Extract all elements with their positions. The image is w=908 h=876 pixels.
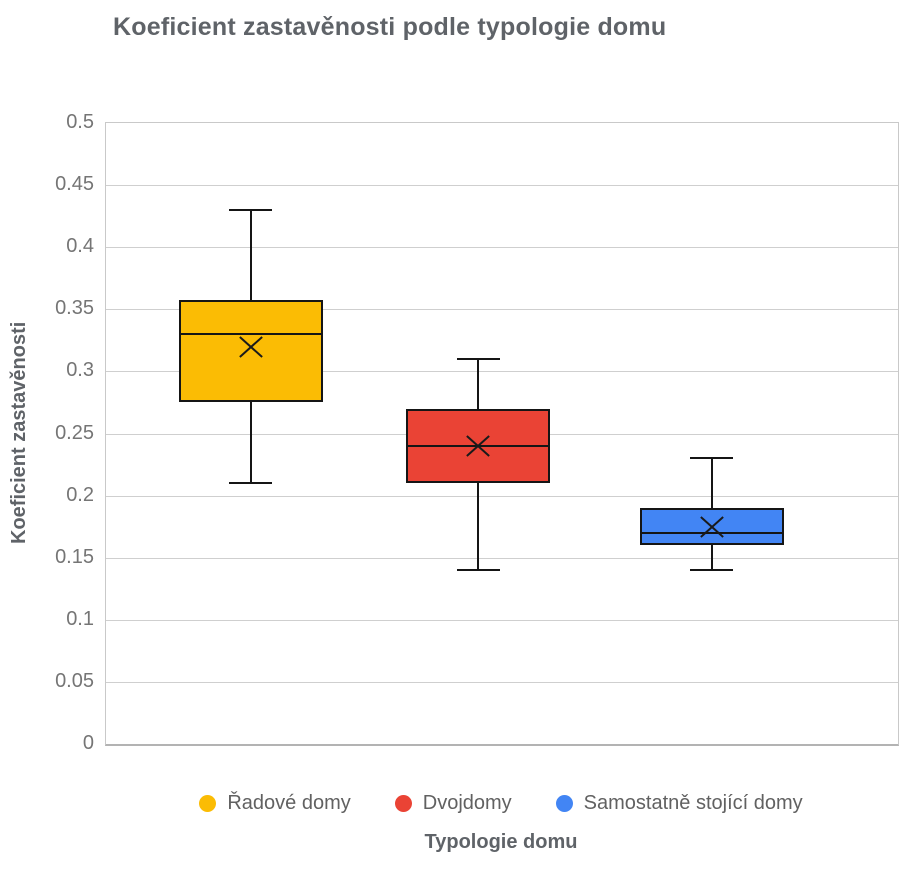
y-tick-label: 0.1	[66, 608, 94, 630]
x-axis-title: Typologie domu	[424, 831, 578, 853]
legend-item: Řadové domy	[199, 791, 351, 815]
y-tick-label: 0.2	[66, 484, 94, 506]
legend-dot-icon	[394, 794, 412, 812]
gridline	[106, 619, 898, 621]
y-tick-label: 0.05	[55, 670, 94, 692]
gridline	[106, 495, 898, 497]
mean-marker	[240, 337, 262, 357]
mean-marker	[467, 436, 489, 456]
legend-label: Řadové domy	[227, 791, 351, 814]
whisker-cap-min	[456, 569, 500, 572]
y-tick-label: 0.3	[66, 359, 94, 381]
whisker-lower	[249, 402, 252, 484]
plot-area	[105, 122, 899, 746]
chart-title: Koeficient zastavěnosti podle typologie …	[113, 13, 667, 41]
gridline	[106, 184, 898, 186]
legend-dot-icon	[555, 794, 573, 812]
box	[639, 508, 784, 546]
whisker-cap-min	[690, 569, 734, 572]
whisker-cap-min	[229, 482, 273, 485]
y-tick-label: 0.35	[55, 297, 94, 319]
whisker-cap-max	[456, 357, 500, 360]
legend-dot-icon	[199, 794, 217, 812]
legend-label: Samostatně stojící domy	[583, 791, 803, 814]
y-tick-label: 0.45	[55, 173, 94, 195]
whisker-upper	[249, 209, 252, 300]
whisker-upper	[710, 458, 713, 508]
whisker-lower	[477, 483, 480, 571]
gridline	[106, 246, 898, 248]
legend-label: Dvojdomy	[422, 791, 512, 814]
median-line	[178, 333, 323, 336]
mean-marker	[701, 517, 723, 537]
legend: Řadové domy Dvojdomy Samostatně stojící do…	[105, 786, 897, 820]
legend-item: Dvojdomy	[394, 791, 512, 815]
legend-item: Samostatně stojící domy	[555, 791, 803, 815]
whisker-cap-max	[229, 208, 273, 211]
y-tick-label: 0.25	[55, 422, 94, 444]
gridline	[106, 308, 898, 310]
whisker-upper	[477, 358, 480, 409]
whisker-lower	[710, 545, 713, 571]
gridline	[106, 557, 898, 559]
whisker-cap-max	[690, 457, 734, 460]
y-tick-label: 0	[82, 732, 94, 754]
gridline	[106, 370, 898, 372]
y-tick-label: 0.15	[55, 546, 94, 568]
y-tick-label: 0.4	[66, 235, 94, 257]
gridline	[106, 681, 898, 683]
y-tick-label: 0.5	[66, 111, 94, 133]
